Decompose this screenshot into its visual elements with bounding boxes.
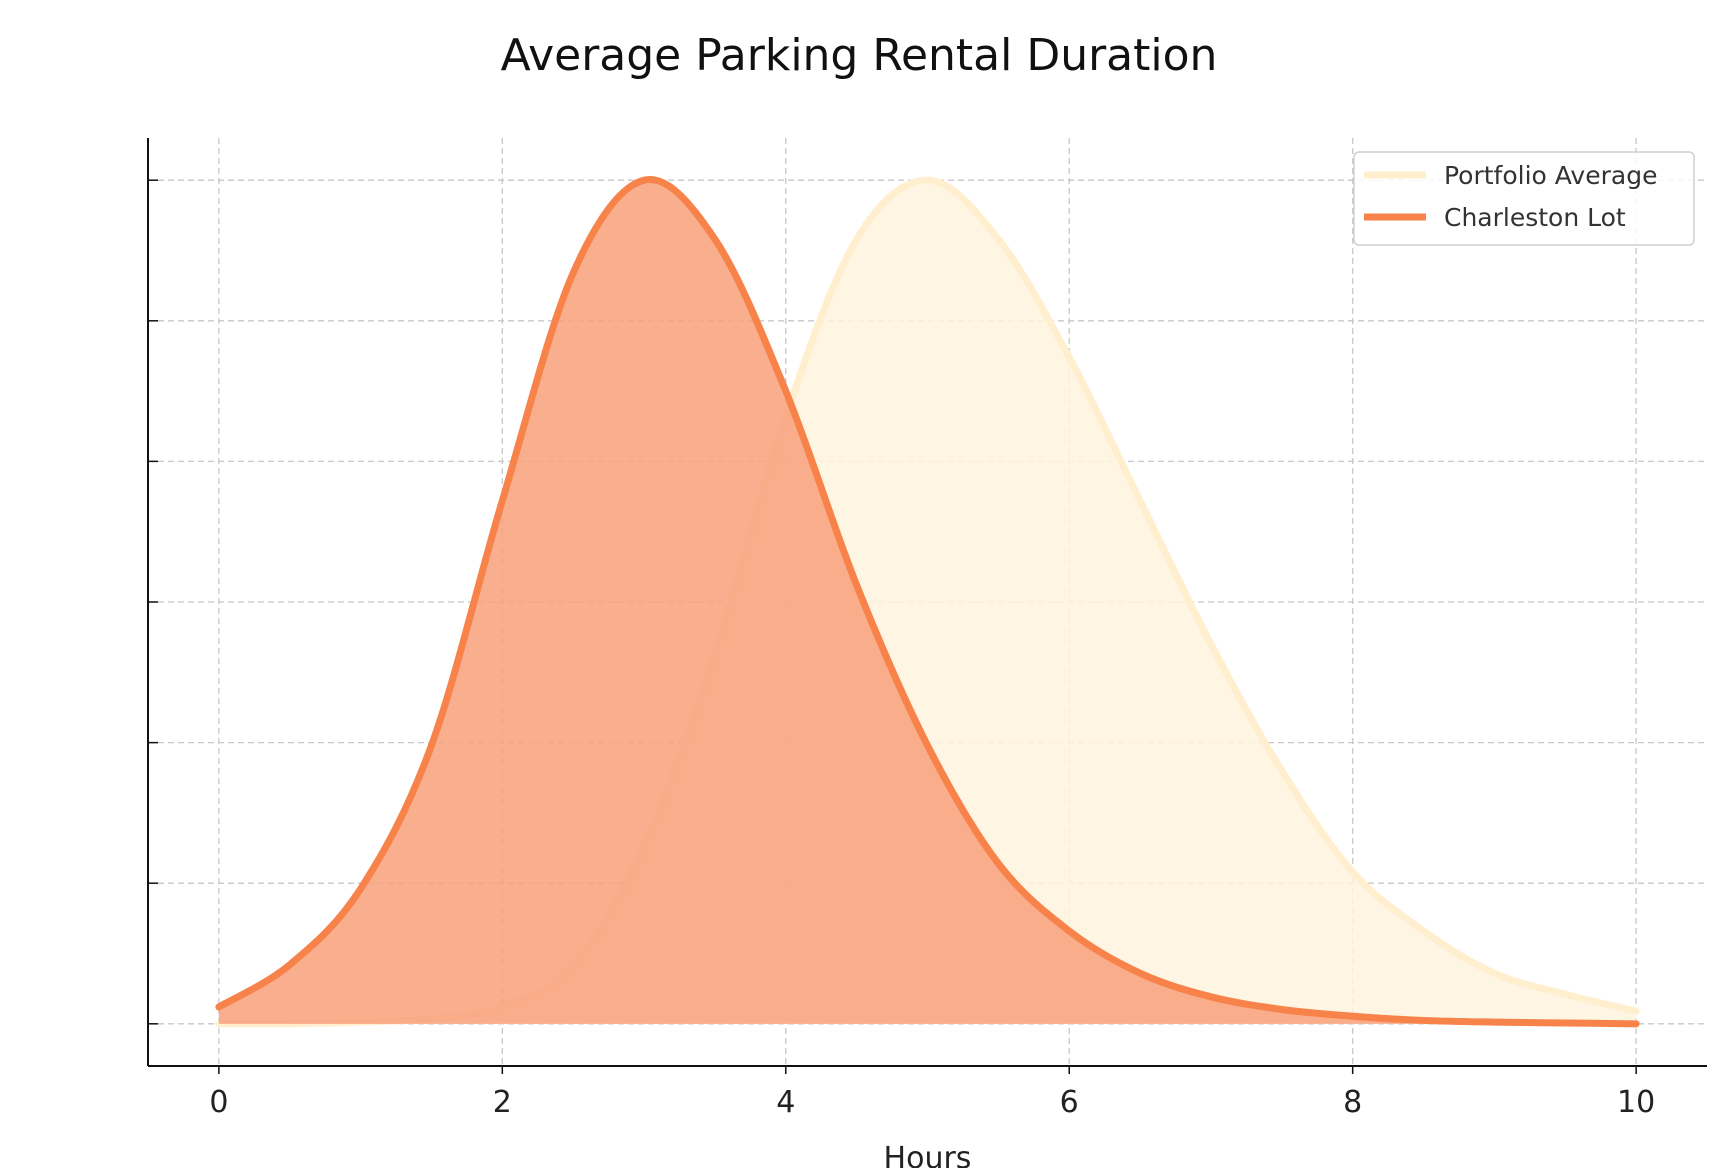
x-axis-label: Hours: [884, 1141, 972, 1168]
series-layer: [215, 176, 1640, 1028]
legend-label: Portfolio Average: [1444, 161, 1657, 190]
portfolio-average-area: [218, 180, 1637, 1024]
axes-layer: 0 2 4 6 8 10 Hours: [147, 138, 1707, 1168]
legend-box: [1353, 151, 1695, 246]
charleston-lot-area: [218, 179, 1637, 1024]
x-tick-label: 10: [1617, 1085, 1655, 1120]
chart-title: Average Parking Rental Duration: [500, 30, 1218, 81]
charleston-lot-line: [215, 176, 1640, 1028]
x-tick-label: 0: [209, 1085, 228, 1120]
x-tick-label: 8: [1343, 1085, 1362, 1120]
x-tick-label: 6: [1060, 1085, 1079, 1120]
x-tick-label: 4: [776, 1085, 795, 1120]
legend-label: Charleston Lot: [1444, 203, 1626, 232]
legend: Portfolio Average Charleston Lot: [1353, 151, 1695, 246]
x-tick-label: 2: [493, 1085, 512, 1120]
